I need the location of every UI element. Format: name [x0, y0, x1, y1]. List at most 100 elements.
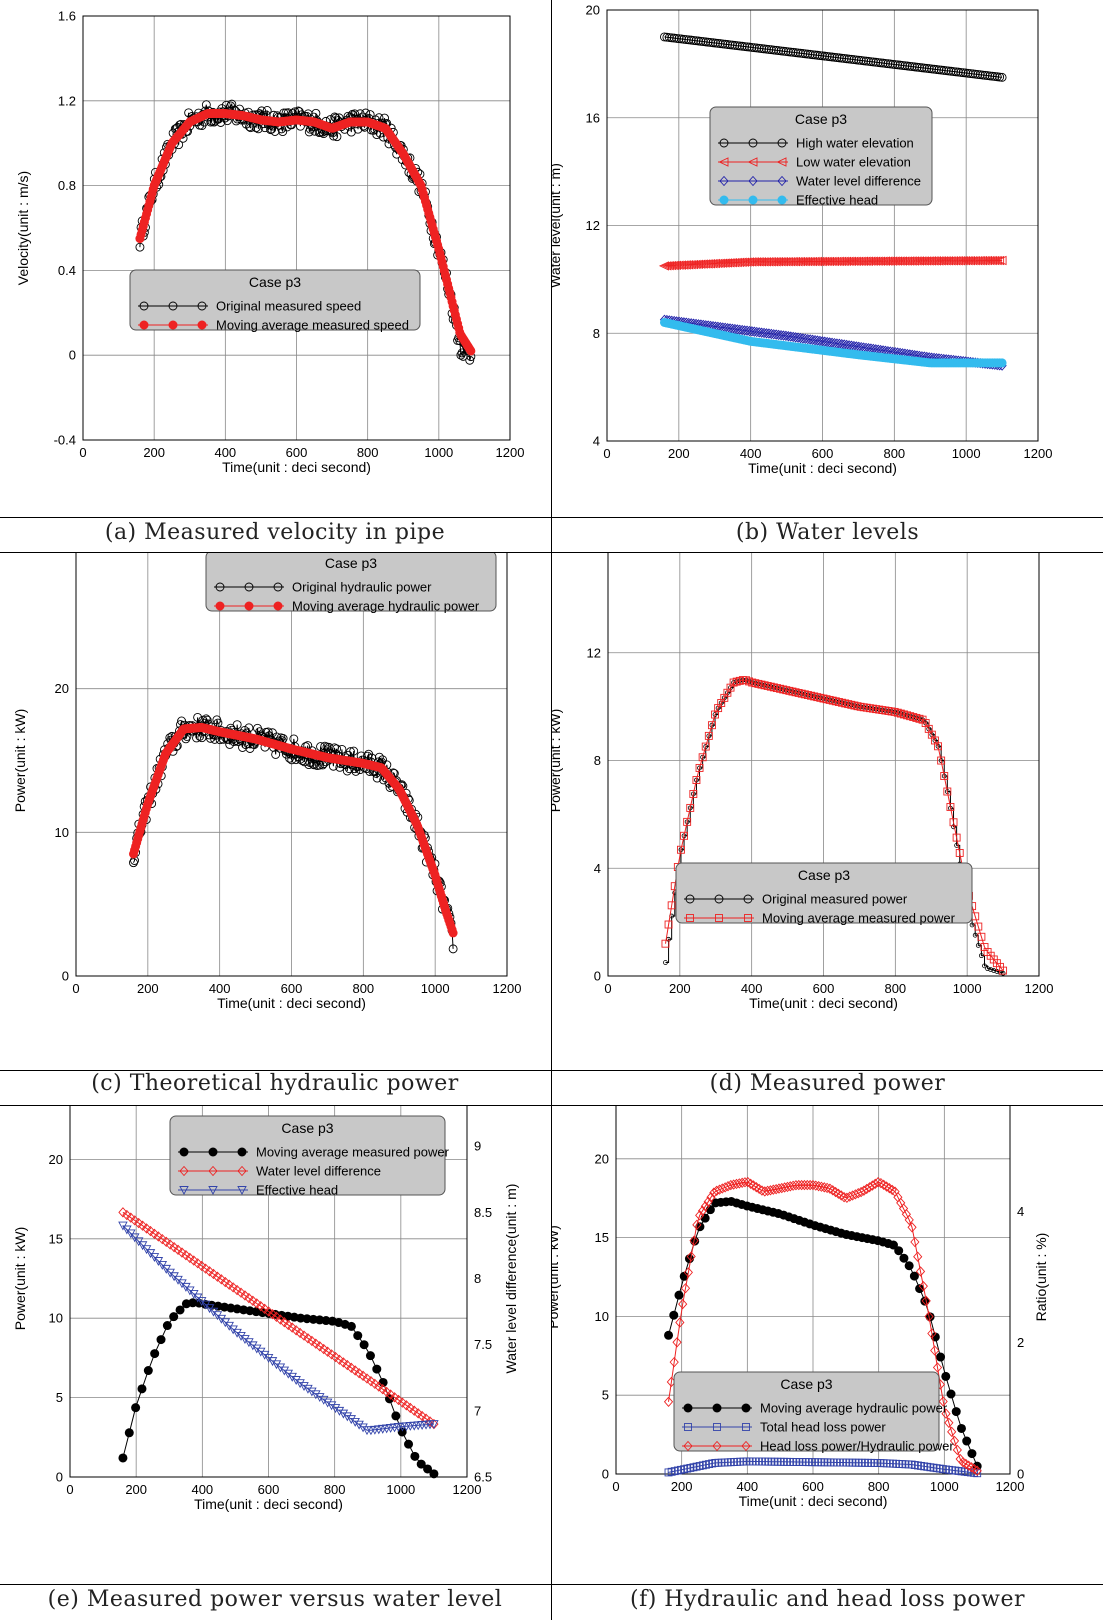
data-point	[311, 1338, 321, 1349]
data-point	[252, 1344, 262, 1354]
data-point	[692, 776, 701, 784]
data-point	[940, 256, 951, 266]
data-point	[697, 765, 702, 771]
data-point	[867, 1180, 878, 1191]
y2-tick-label: 7	[474, 1403, 481, 1418]
data-point	[899, 1253, 909, 1263]
data-point	[129, 858, 138, 868]
caption-a: (a) Measured velocity in pipe	[104, 520, 446, 545]
data-point	[342, 1412, 353, 1422]
data-point	[295, 1327, 305, 1339]
data-point	[941, 1408, 951, 1419]
data-point	[877, 256, 888, 266]
legend-marker	[684, 1423, 692, 1431]
data-point	[700, 754, 706, 760]
data-point	[332, 132, 342, 142]
legend-marker	[777, 195, 787, 205]
legend-box	[205, 553, 497, 612]
data-point	[143, 1366, 153, 1376]
y-tick-label: 5	[56, 1390, 63, 1405]
legend-marker	[683, 1403, 693, 1413]
legend-label: Moving average hydraulic power	[292, 599, 480, 614]
plot-frame	[75, 553, 508, 977]
data-point	[955, 256, 966, 266]
data-point	[267, 1357, 278, 1367]
x-tick-label: 1000	[424, 445, 453, 460]
data-point	[864, 1182, 875, 1193]
data-point	[819, 256, 830, 267]
data-point	[943, 787, 952, 796]
x-axis-label: Time(unit : deci second)	[749, 995, 898, 1011]
data-point	[833, 1188, 844, 1199]
data-point	[811, 1180, 821, 1191]
y-tick-label: 20	[49, 1152, 63, 1167]
data-point	[935, 256, 946, 266]
series-high-water-elevation	[660, 32, 1007, 82]
data-point	[169, 1241, 179, 1253]
data-point	[663, 1396, 674, 1407]
data-point	[797, 256, 808, 267]
x-tick-label: 400	[191, 1482, 213, 1497]
data-point	[291, 755, 301, 765]
data-point	[706, 733, 712, 739]
data-point	[175, 1305, 185, 1315]
caption-f: (f) Hydraulic and head loss power	[630, 1587, 1025, 1612]
data-point	[262, 106, 272, 115]
data-point	[989, 255, 1000, 266]
data-point	[938, 256, 949, 266]
data-point	[661, 939, 670, 948]
data-point	[855, 256, 866, 266]
x-tick-label: 400	[741, 981, 763, 996]
data-point	[421, 1413, 431, 1424]
data-point	[957, 256, 968, 266]
plot-frame	[607, 553, 1040, 977]
data-point	[338, 1357, 348, 1368]
legend-label: Original hydraulic power	[292, 580, 432, 595]
legend-marker	[686, 914, 694, 922]
legend-marker	[715, 914, 723, 922]
data-point	[853, 256, 864, 266]
data-point	[271, 749, 281, 759]
data-point	[918, 256, 929, 266]
y-tick-label: 16	[586, 110, 600, 125]
legend-marker	[742, 1423, 750, 1431]
data-point	[130, 1215, 140, 1226]
data-point	[185, 1252, 195, 1264]
y-tick-label: 8	[594, 753, 601, 768]
legend-box	[675, 862, 973, 924]
data-point	[358, 1370, 368, 1382]
y-tick-label: 0	[602, 1467, 609, 1482]
data-point	[836, 1190, 846, 1201]
data-point	[751, 1181, 761, 1193]
legend-marker	[179, 1186, 189, 1195]
data-point	[150, 1349, 160, 1359]
divider-e-caption	[0, 1584, 1103, 1585]
plot-frame	[69, 1106, 468, 1478]
data-point	[664, 1330, 674, 1340]
data-point	[346, 1321, 356, 1331]
data-point	[126, 1212, 136, 1223]
data-point	[359, 1340, 369, 1350]
data-point	[156, 1335, 166, 1345]
legend-marker	[712, 1403, 722, 1413]
x-tick-label: 0	[66, 1482, 73, 1497]
legend-marker	[718, 157, 729, 167]
data-point	[224, 1279, 234, 1290]
x-axis-label: Time(unit : deci second)	[222, 459, 371, 475]
data-point	[770, 257, 781, 267]
data-point	[672, 1337, 682, 1348]
data-point	[748, 1180, 759, 1191]
legend-title: Case p3	[780, 1376, 832, 1392]
data-point	[220, 1276, 230, 1288]
data-point	[346, 1362, 356, 1373]
data-point	[756, 257, 767, 267]
data-point	[952, 256, 963, 266]
data-point	[780, 1182, 790, 1193]
data-point	[977, 255, 988, 266]
data-point	[141, 1223, 152, 1234]
legend-label: Moving average hydraulic power	[760, 1401, 948, 1416]
data-point	[876, 1177, 886, 1189]
y2-axis-label: Water level difference(unit : m)	[503, 1184, 519, 1374]
data-point	[330, 1351, 341, 1363]
data-point	[200, 1263, 211, 1274]
